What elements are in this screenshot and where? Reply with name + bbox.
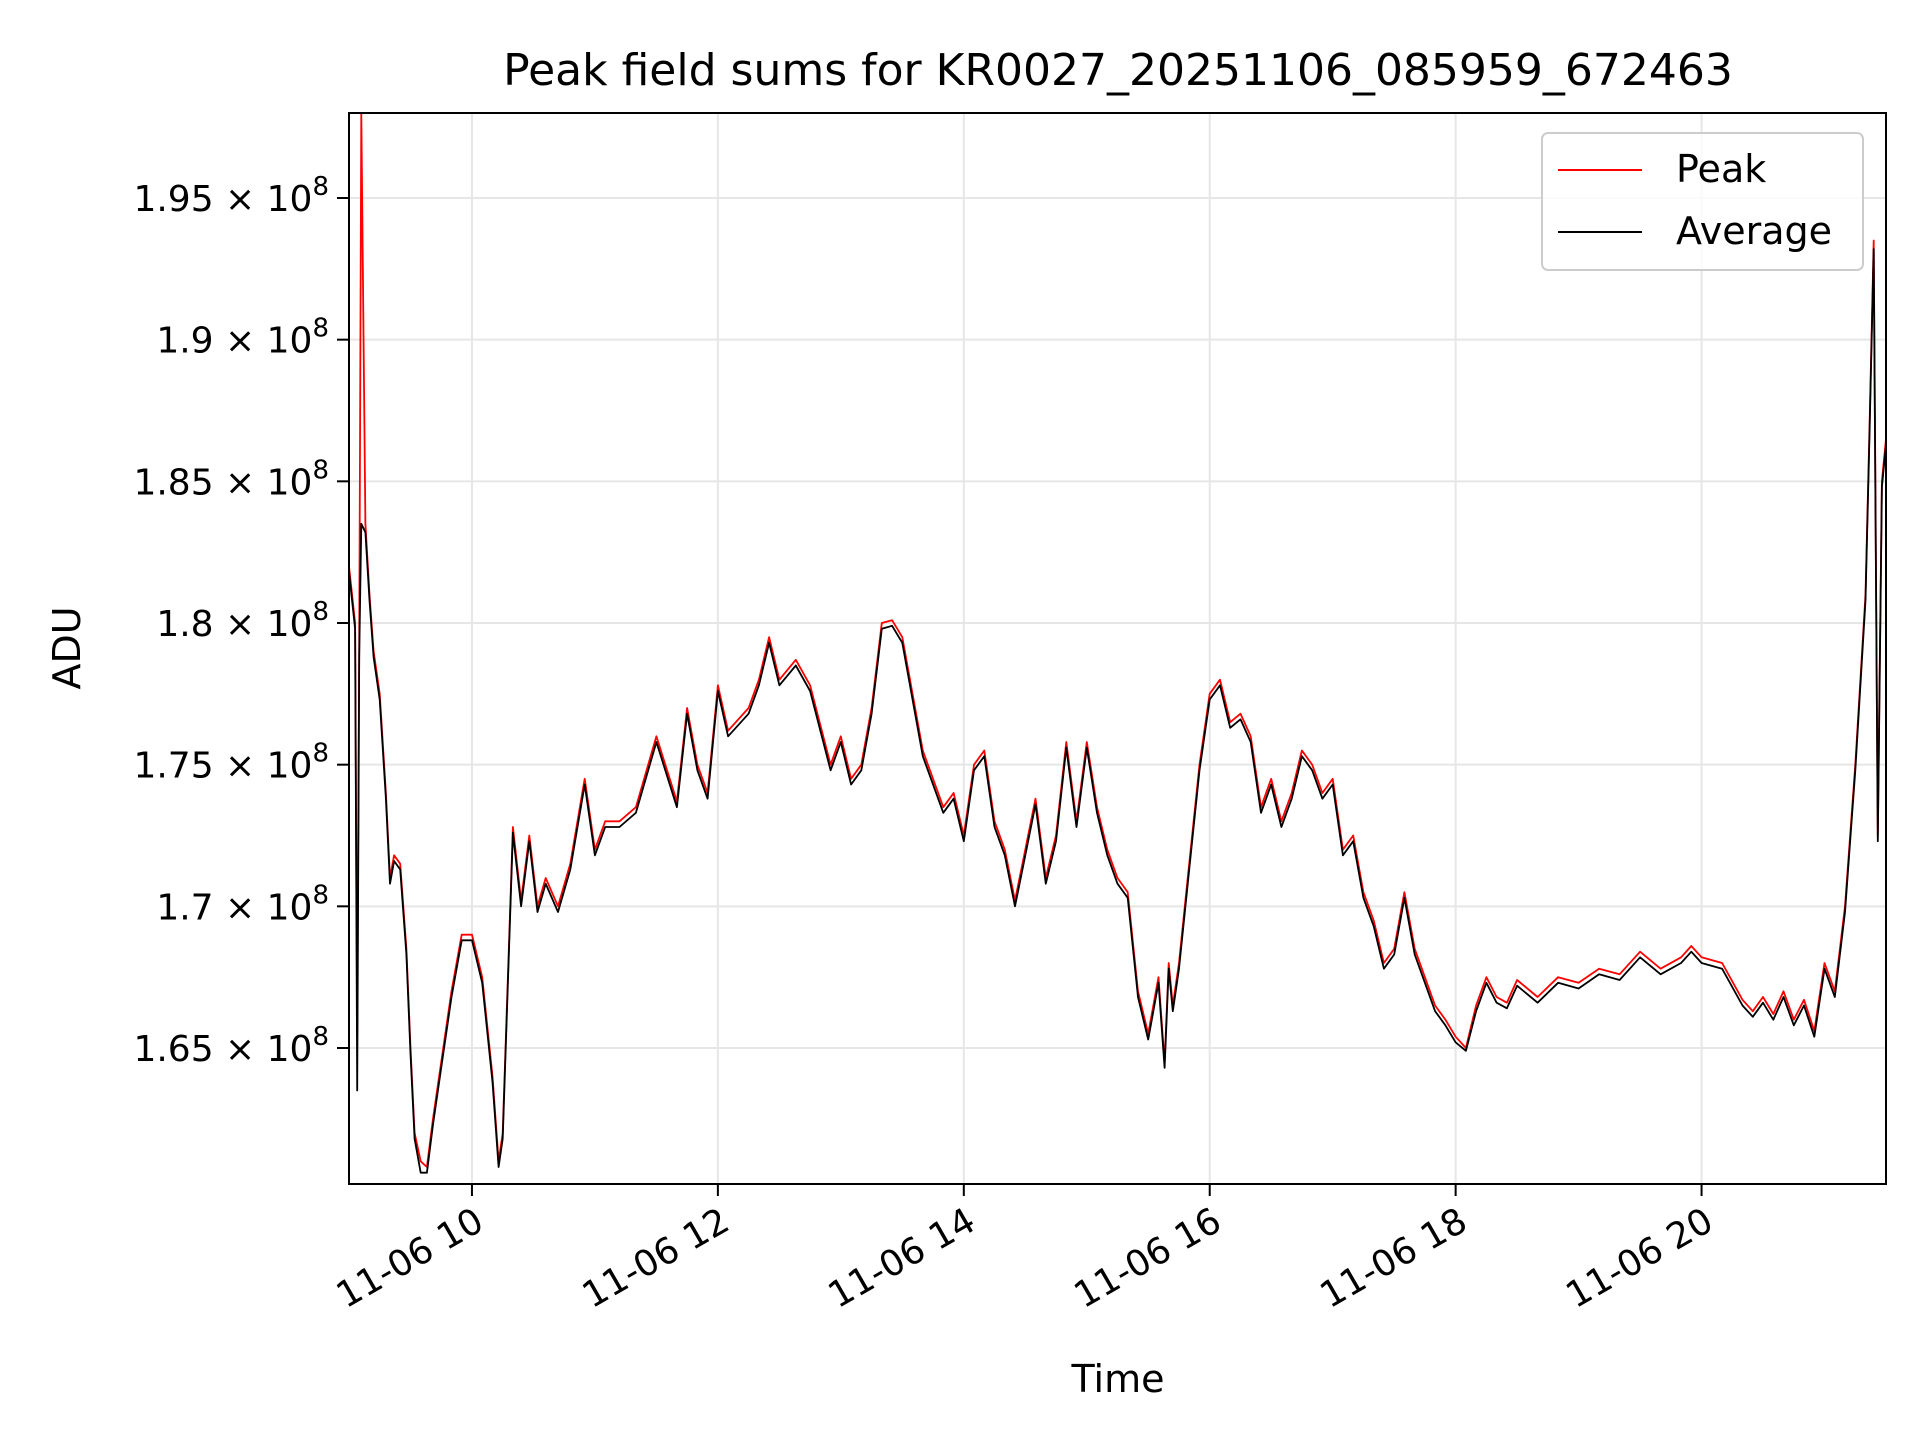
y-tick-label: 1.8 × 108 xyxy=(156,597,329,645)
legend-peak-label: Peak xyxy=(1676,147,1766,191)
plot-frame xyxy=(348,112,1887,1185)
y-tick-exponent: 8 xyxy=(312,455,329,485)
y-axis: 1.65 × 108 1.7 × 108 1.75 × 108 1.8 × 108 1.… xyxy=(133,172,349,1070)
y-tick-exponent: 8 xyxy=(312,597,329,627)
legend: Peak Average xyxy=(1541,132,1864,271)
y-tick-exponent: 8 xyxy=(312,314,329,344)
y-tick-exponent: 8 xyxy=(312,739,329,769)
y-tick-exponent: 8 xyxy=(312,1022,329,1052)
y-tick-label: 1.75 × 108 xyxy=(133,739,329,787)
series-group xyxy=(349,113,1886,1174)
y-tick-exponent: 8 xyxy=(312,880,329,910)
y-tick-label: 1.65 × 108 xyxy=(133,1022,329,1070)
y-tick-label: 1.9 × 108 xyxy=(156,314,329,362)
series-line-average xyxy=(349,248,1886,1174)
legend-average-label: Average xyxy=(1676,209,1832,253)
y-tick-label: 1.7 × 108 xyxy=(156,880,329,928)
y-tick-exponent: 8 xyxy=(312,172,329,202)
legend-box xyxy=(1541,132,1864,271)
y-axis-label: ADU xyxy=(45,606,89,689)
y-tick-label: 1.95 × 108 xyxy=(133,172,329,220)
chart-title: Peak field sums for KR0027_20251106_0859… xyxy=(503,45,1733,96)
x-axis-label: Time xyxy=(1071,1357,1165,1401)
grid xyxy=(349,113,1886,1184)
y-tick-label: 1.85 × 108 xyxy=(133,455,329,503)
